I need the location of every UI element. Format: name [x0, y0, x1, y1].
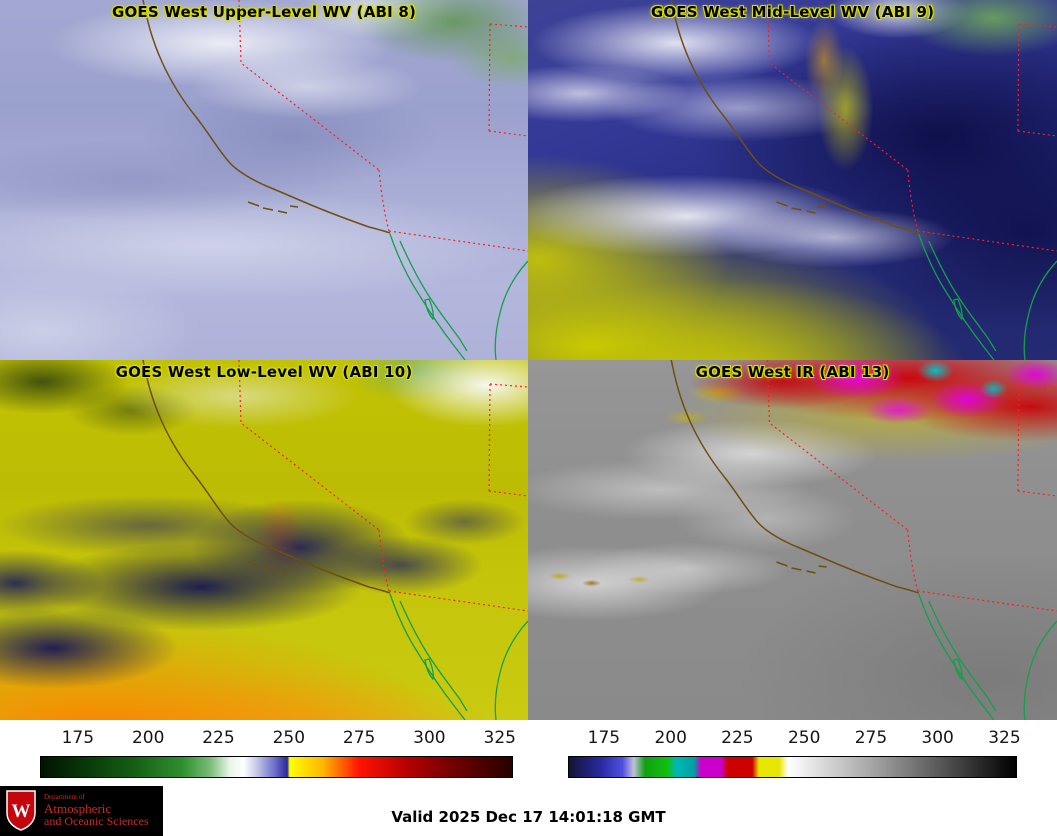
satellite-image-upper-wv	[0, 0, 528, 360]
ir-colorbar	[568, 756, 1017, 778]
logo-dept-line: Department of	[44, 793, 85, 802]
satellite-image-low-wv	[0, 360, 528, 720]
map-overlay	[142, 0, 528, 360]
map-overlay	[670, 360, 1057, 720]
uw-aos-logo: W Department of Atmospheric and Oceanic …	[0, 786, 163, 836]
footer: 175 200 225 250 275 300 325 175 200 225 …	[0, 720, 1057, 836]
tick-label: 300	[413, 728, 446, 748]
quad-grid: GOES West Upper-Level WV (ABI 8) GOES We…	[0, 0, 1057, 720]
logo-text: Department of Atmospheric and Oceanic Sc…	[44, 793, 149, 829]
logo-line-2: and Oceanic Sciences	[44, 814, 149, 829]
panel-title-ir: GOES West IR (ABI 13)	[695, 363, 890, 381]
tick-label: 250	[272, 728, 306, 748]
tick-label: 275	[854, 728, 888, 748]
tick-label: 325	[483, 728, 516, 748]
panel-low-level-wv: GOES West Low-Level WV (ABI 10)	[0, 360, 528, 720]
panel-title-mid-wv: GOES West Mid-Level WV (ABI 9)	[650, 3, 935, 21]
satellite-image-ir	[528, 360, 1057, 720]
panel-ir: GOES West IR (ABI 13)	[528, 360, 1057, 720]
panel-mid-level-wv: GOES West Mid-Level WV (ABI 9)	[528, 0, 1057, 360]
tick-label: 175	[587, 728, 621, 748]
ir-colorbar-ticks: 175 200 225 250 275 300 325	[568, 728, 1021, 752]
tick-label: 300	[921, 728, 954, 748]
tick-label: 225	[202, 728, 235, 748]
panel-title-low-wv: GOES West Low-Level WV (ABI 10)	[115, 363, 413, 381]
logo-line-1: Atmospheric	[44, 800, 112, 816]
satellite-image-mid-wv	[528, 0, 1057, 360]
map-overlay	[142, 360, 528, 720]
tick-label: 225	[721, 728, 754, 748]
tick-label: 200	[654, 728, 687, 748]
panel-upper-level-wv: GOES West Upper-Level WV (ABI 8)	[0, 0, 528, 360]
map-overlay	[670, 0, 1057, 360]
tick-label: 200	[131, 728, 165, 748]
panel-title-upper-wv: GOES West Upper-Level WV (ABI 8)	[111, 3, 417, 21]
wv-colorbar	[40, 756, 513, 778]
tick-label: 175	[61, 728, 95, 748]
tick-label: 275	[342, 728, 376, 748]
crest-letter: W	[12, 801, 31, 822]
uw-crest-icon: W	[6, 790, 36, 831]
valid-timestamp: Valid 2025 Dec 17 14:01:18 GMT	[391, 808, 666, 826]
wv-colorbar-ticks: 175 200 225 250 275 300 325	[40, 728, 516, 752]
tick-label: 325	[988, 728, 1021, 748]
tick-label: 250	[787, 728, 821, 748]
